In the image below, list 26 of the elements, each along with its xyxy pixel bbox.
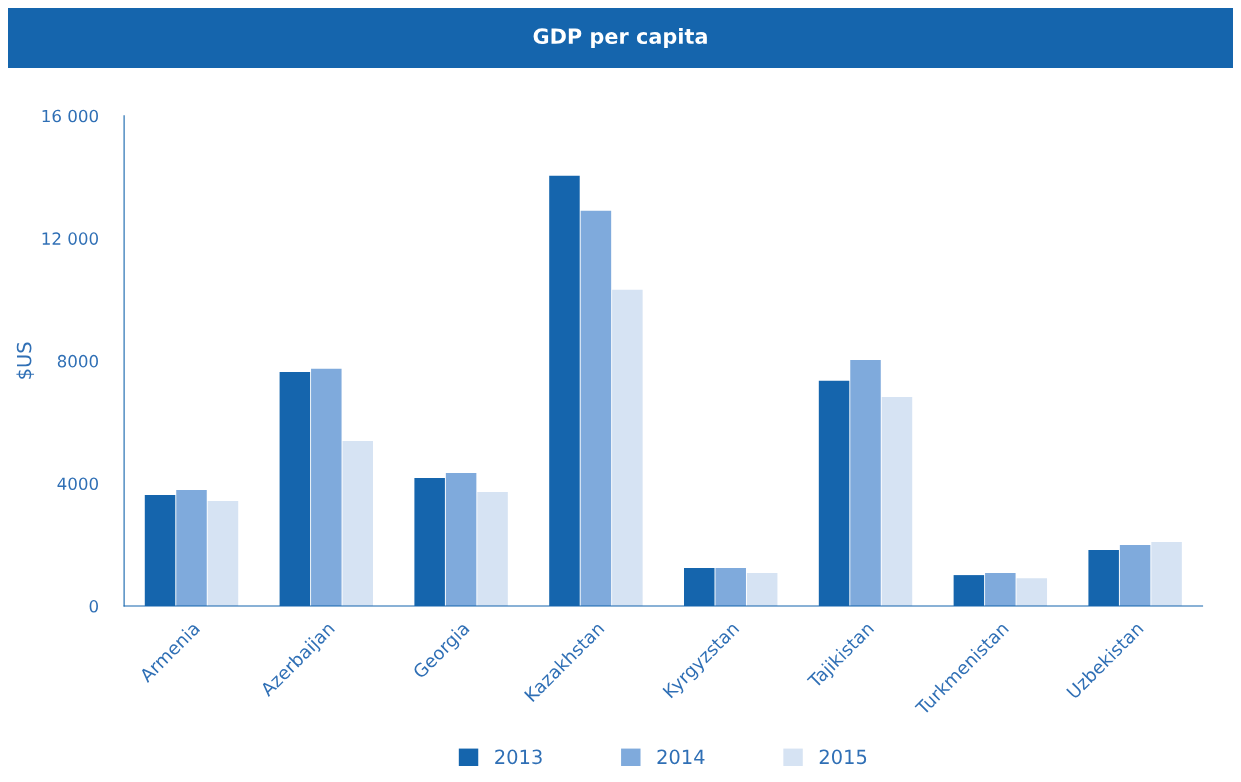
bar	[715, 568, 746, 607]
legend-label: 2015	[819, 749, 867, 765]
bar	[1016, 578, 1048, 607]
bar	[1119, 545, 1151, 607]
legend-label: 2013	[495, 749, 542, 765]
bar	[445, 473, 477, 607]
bar	[881, 397, 913, 607]
bar	[207, 500, 239, 607]
bar	[311, 368, 342, 607]
bar	[612, 289, 643, 607]
chart-title: GDP per capita	[533, 27, 707, 49]
bar	[342, 440, 374, 607]
bar	[985, 572, 1016, 607]
bar	[1151, 542, 1182, 607]
y-tick-label: 12 000	[42, 232, 98, 245]
legend-label: 2014	[657, 749, 705, 765]
y-tick-label: 4000	[57, 477, 98, 491]
bar	[477, 492, 508, 607]
y-tick-label: 0	[89, 600, 98, 613]
y-axis-title: $US	[16, 342, 35, 379]
bar	[746, 572, 778, 607]
bar	[176, 489, 207, 607]
y-tick-label: 8000	[57, 354, 98, 368]
bar	[580, 210, 612, 607]
y-tick-label: 16 000	[42, 109, 98, 123]
bar	[850, 359, 881, 607]
